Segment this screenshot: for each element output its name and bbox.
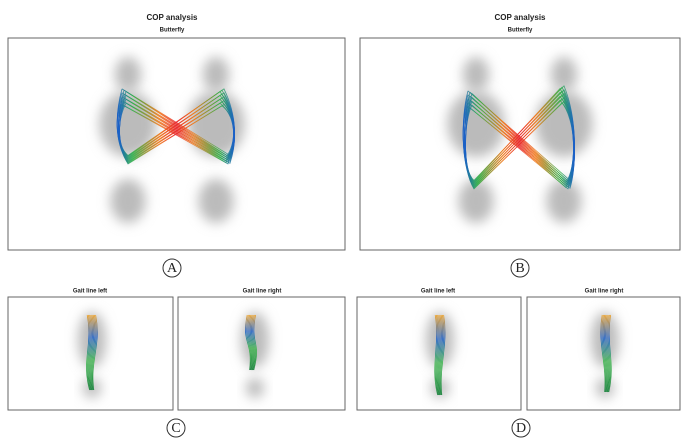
panel-subtitle: Gait line right [585,289,624,295]
heel-shadow [246,378,264,398]
figure: COP analysis Butterfly A COP analysis Bu… [0,0,688,441]
panel-label: D [516,421,526,436]
toe-shadow [463,57,489,92]
panel-d: Gait line left Gait line right D [357,289,680,437]
toe-shadow [203,57,229,92]
panel-title: COP analysis [495,13,547,22]
panel-subtitle: Gait line left [73,289,107,295]
panel-subtitle: Butterfly [508,28,533,34]
panel-subtitle: Gait line right [243,289,282,295]
panel-subtitle: Butterfly [160,28,185,34]
panel-label: C [171,421,180,436]
heel-shadow [110,179,145,223]
panel-b: COP analysis Butterfly B [360,13,680,277]
panel-subtitle: Gait line left [421,289,455,295]
forefoot-shadow [535,91,592,157]
toe-shadow [115,57,141,92]
heel-shadow [198,179,233,223]
panel-title: COP analysis [147,13,199,22]
panel-c: Gait line left Gait line right C [8,289,345,437]
panel-label: A [167,261,178,276]
panel-a: COP analysis Butterfly A [8,13,345,277]
panel-box [8,38,345,250]
panel-label: B [515,261,524,276]
